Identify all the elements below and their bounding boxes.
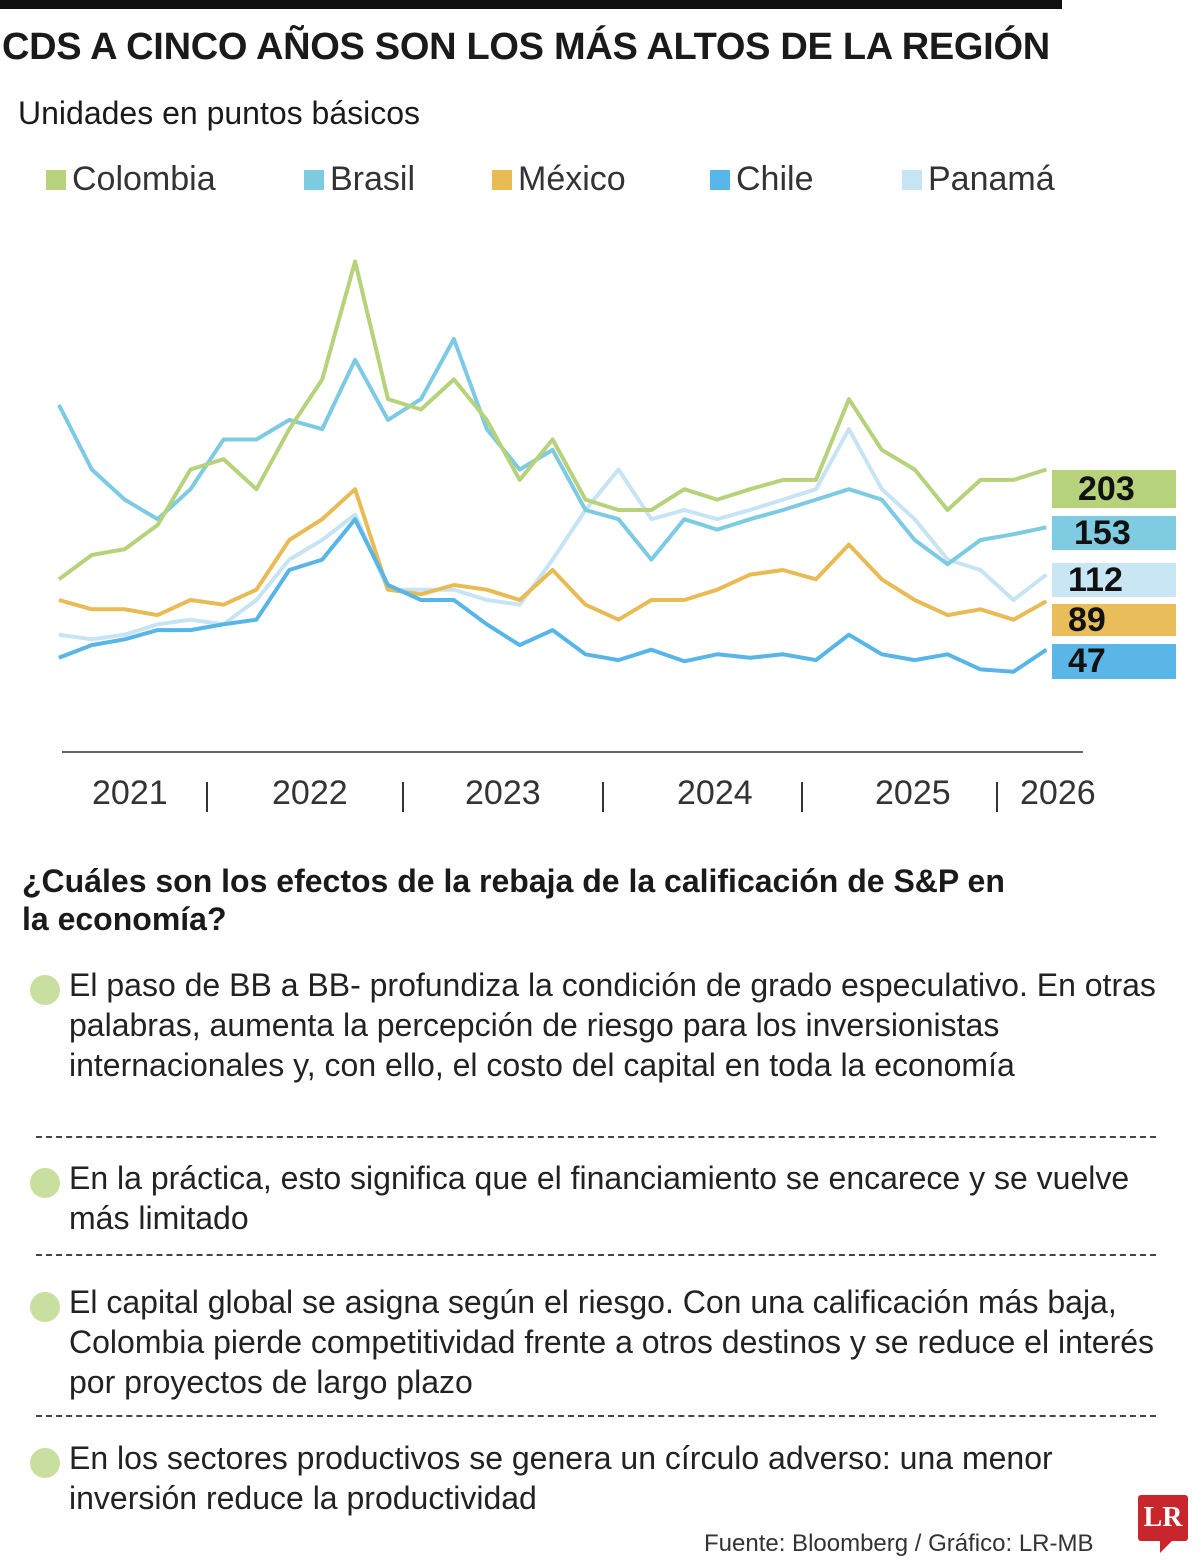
x-tick-label: 2023 <box>465 774 541 812</box>
legend-swatch <box>492 169 512 190</box>
legend-label: Panamá <box>928 160 1055 198</box>
legend-swatch <box>710 169 730 190</box>
end-label-colombia: 203 <box>1052 470 1176 508</box>
line-chart <box>57 259 1083 753</box>
series-line-brasil <box>57 337 1047 567</box>
x-tick-label: 2024 <box>677 774 753 812</box>
x-tick-separator <box>996 782 998 812</box>
bullet-icon <box>30 1168 60 1198</box>
legend-label: México <box>518 160 626 198</box>
list-item-text: El paso de BB a BB- profundiza la condic… <box>69 967 1156 1083</box>
legend-item-chile: Chile <box>710 160 813 199</box>
x-tick-separator <box>602 782 604 812</box>
divider <box>36 1136 1156 1138</box>
bullet-icon <box>30 1448 60 1478</box>
top-rule <box>0 0 1062 9</box>
legend-item-mexico: México <box>492 160 626 199</box>
bullet-icon <box>30 1292 60 1322</box>
divider <box>36 1415 1156 1417</box>
chart-title: CDS A CINCO AÑOS SON LOS MÁS ALTOS DE LA… <box>2 26 1050 68</box>
x-tick-label: 2026 <box>1020 774 1096 812</box>
x-tick-label: 2021 <box>92 774 168 812</box>
x-tick-label: 2022 <box>272 774 348 812</box>
list-item-text: En los sectores productivos se genera un… <box>69 1440 1053 1516</box>
legend-swatch <box>46 169 66 190</box>
section-question: ¿Cuáles son los efectos de la rebaja de … <box>22 863 1005 937</box>
legend-item-panama: Panamá <box>902 160 1055 199</box>
bullet-icon <box>30 975 60 1005</box>
legend-item-colombia: Colombia <box>46 160 216 199</box>
source-note: Fuente: Bloomberg / Gráfico: LR-MB <box>704 1530 1094 1557</box>
legend-label: Chile <box>736 160 814 198</box>
end-label-mexico: 89 <box>1052 601 1176 639</box>
end-label-panama: 112 <box>1052 561 1176 599</box>
chart-subtitle: Unidades en puntos básicos <box>18 95 421 131</box>
end-label-chile: 47 <box>1052 642 1176 680</box>
legend-item-brasil: Brasil <box>304 160 415 199</box>
list-item-text: En la práctica, esto significa que el fi… <box>69 1160 1130 1236</box>
series-line-mexico <box>58 487 1048 622</box>
end-label-brasil: 153 <box>1052 514 1176 552</box>
legend-swatch <box>304 169 324 190</box>
x-tick-separator <box>801 782 803 812</box>
x-tick-label: 2025 <box>875 774 951 812</box>
series-line-colombia <box>57 259 1048 581</box>
x-tick-separator <box>206 782 208 812</box>
lr-logo: LR <box>1138 1495 1188 1553</box>
legend-swatch <box>902 169 922 190</box>
legend-label: Colombia <box>72 160 216 198</box>
divider <box>36 1254 1156 1256</box>
list-item-text: El capital global se asigna según el rie… <box>69 1284 1155 1400</box>
x-tick-separator <box>402 782 404 812</box>
legend-label: Brasil <box>330 160 416 198</box>
series-line-chile <box>58 517 1048 674</box>
